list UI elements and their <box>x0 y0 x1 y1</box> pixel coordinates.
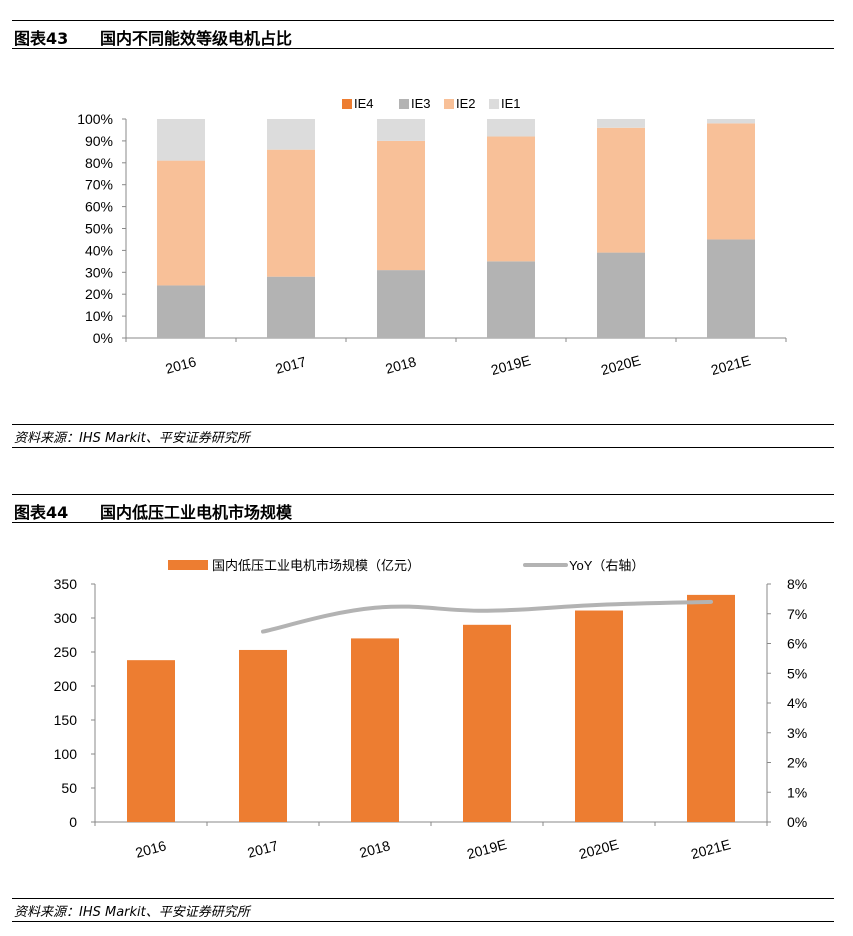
y-tick-label: 80% <box>85 155 113 171</box>
y-tick-label: 50% <box>85 221 113 237</box>
y-tick-label: 10% <box>85 308 113 324</box>
bar-ie3-2018 <box>377 270 425 338</box>
y-tick-label: 30% <box>85 264 113 280</box>
bar-ie2-2017 <box>267 149 315 277</box>
fig43-title-rule <box>12 48 834 49</box>
bar-ie1-2020e <box>597 119 645 128</box>
y-right-tick-label: 0% <box>787 814 807 830</box>
bar-ie3-2020e <box>597 252 645 338</box>
fig43-title-text: 国内不同能效等级电机占比 <box>100 29 293 48</box>
line-yoy <box>261 599 713 634</box>
y-tick-label: 90% <box>85 133 113 149</box>
y-tick-label: 20% <box>85 286 113 302</box>
fig44-title-text: 国内低压工业电机市场规模 <box>100 503 293 522</box>
legend-label-ie1: IE1 <box>501 96 521 111</box>
bar-market-size-2021e <box>687 594 735 822</box>
bar-ie3-2019e <box>487 261 535 338</box>
legend-label-yoy: YoY（右轴） <box>569 558 644 573</box>
y-right-tick-label: 6% <box>787 636 807 652</box>
legend-label-market-size: 国内低压工业电机市场规模（亿元） <box>212 558 420 573</box>
y-left-tick-label: 300 <box>54 610 78 626</box>
y-left-tick-label: 200 <box>54 678 78 694</box>
x-tick-label: 2017 <box>246 837 280 861</box>
bar-ie2-2020e <box>597 127 645 253</box>
fig43-top-rule <box>12 20 834 21</box>
fig43-label: 图表43 <box>14 29 69 48</box>
bar-ie1-2018 <box>377 119 425 141</box>
legend-label-ie2: IE2 <box>456 96 476 111</box>
legend-swatch-ie3 <box>399 99 409 109</box>
legend-swatch-ie4 <box>342 99 352 109</box>
y-right-tick-label: 3% <box>787 725 807 741</box>
y-left-tick-label: 50 <box>61 780 77 796</box>
bar-ie2-2021e <box>707 123 755 240</box>
fig44-source-top-rule <box>12 898 834 899</box>
fig44-label: 图表44 <box>14 503 69 522</box>
x-tick-label: 2016 <box>164 353 198 377</box>
bar-ie2-2018 <box>377 140 425 271</box>
fig44-title-rule <box>12 522 834 523</box>
y-left-tick-label: 350 <box>54 576 78 592</box>
fig44-title: 图表44 国内低压工业电机市场规模 <box>14 499 292 523</box>
legend-label-ie3: IE3 <box>411 96 431 111</box>
fig44-source: 资料来源：IHS Markit、平安证券研究所 <box>14 905 250 920</box>
y-right-tick-label: 8% <box>787 576 807 592</box>
legend-swatch-market-size <box>168 560 208 570</box>
y-right-tick-label: 7% <box>787 606 807 622</box>
y-left-tick-label: 250 <box>54 644 78 660</box>
bar-ie1-2016 <box>157 119 205 161</box>
y-tick-label: 60% <box>85 199 113 215</box>
x-tick-label: 2018 <box>358 837 392 861</box>
y-left-tick-label: 0 <box>69 814 77 830</box>
x-tick-label: 2021E <box>709 352 752 378</box>
fig43-source-top-rule <box>12 424 834 425</box>
chart-lv-motor-market: 国内低压工业电机市场规模（亿元） YoY（右轴） 0 50 100 150 200 250 30… <box>54 558 808 862</box>
x-tick-label: 2017 <box>274 353 308 377</box>
bar-market-size-2018 <box>351 638 399 822</box>
bar-market-size-2016 <box>127 660 175 822</box>
x-tick-label: 2016 <box>134 837 168 861</box>
legend-label-ie4: IE4 <box>354 96 374 111</box>
fig43-title: 图表43 国内不同能效等级电机占比 <box>14 25 292 49</box>
fig44-top-rule <box>12 494 834 495</box>
y-tick-label: 70% <box>85 177 113 193</box>
bar-ie3-2016 <box>157 285 205 338</box>
x-tick-label: 2019E <box>489 352 532 378</box>
fig44-bottom-rule <box>12 921 834 922</box>
y-left-tick-label: 150 <box>54 712 78 728</box>
x-tick-label: 2020E <box>599 352 642 378</box>
bar-ie3-2021e <box>707 239 755 338</box>
y-right-tick-label: 4% <box>787 695 807 711</box>
bar-ie1-2017 <box>267 119 315 150</box>
x-tick-label: 2020E <box>577 836 620 862</box>
x-tick-label: 2019E <box>465 836 508 862</box>
bar-market-size-2020e <box>575 610 623 822</box>
y-right-tick-label: 5% <box>787 665 807 681</box>
y-right-tick-label: 2% <box>787 755 807 771</box>
bar-ie1-2021e <box>707 119 755 124</box>
fig43-bottom-rule <box>12 447 834 448</box>
y-tick-label: 40% <box>85 242 113 258</box>
legend-swatch-ie1 <box>489 99 499 109</box>
bar-market-size-2017 <box>239 649 287 822</box>
y-tick-label: 0% <box>93 330 113 346</box>
x-tick-label: 2021E <box>689 836 732 862</box>
y-left-tick-label: 100 <box>54 746 78 762</box>
legend-swatch-ie2 <box>444 99 454 109</box>
bar-ie3-2017 <box>267 276 315 338</box>
y-tick-label: 100% <box>77 111 113 127</box>
chart-energy-class-share: IE4 IE3 IE2 IE1 0% 10% 20% 30% 40% 50% 60% 70% 80% 90… <box>77 96 787 378</box>
bar-ie1-2019e <box>487 119 535 137</box>
bar-ie2-2016 <box>157 160 205 286</box>
bar-market-size-2019e <box>463 624 511 822</box>
fig43-source: 资料来源：IHS Markit、平安证券研究所 <box>14 431 250 446</box>
x-tick-label: 2018 <box>384 353 418 377</box>
bar-ie2-2019e <box>487 136 535 262</box>
y-right-tick-label: 1% <box>787 784 807 800</box>
